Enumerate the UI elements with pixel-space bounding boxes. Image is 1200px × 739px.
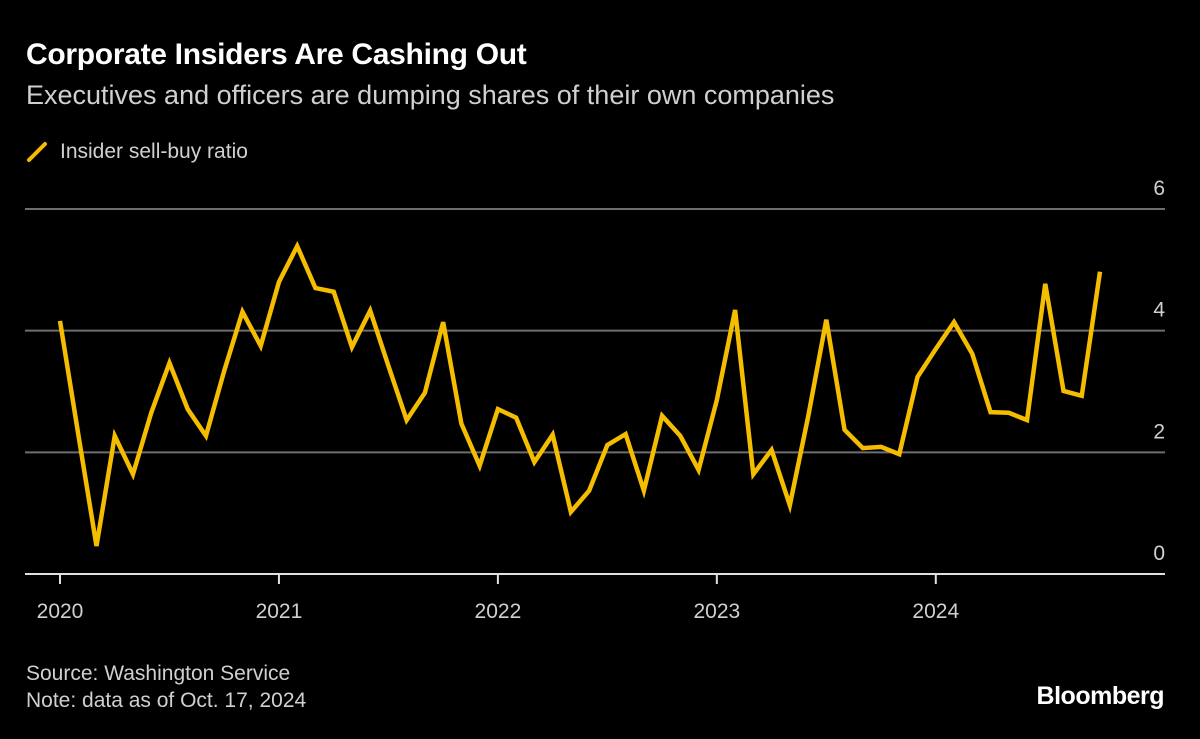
x-tick-label: 2022 [475,600,522,623]
legend-line-icon [27,142,47,162]
chart-subtitle: Executives and officers are dumping shar… [26,80,835,110]
data-note: Note: data as of Oct. 17, 2024 [26,689,307,712]
legend: Insider sell-buy ratio [26,140,248,164]
y-tick-label: 4 [1153,299,1165,322]
y-tick-label: 0 [1153,542,1165,565]
source-note: Source: Washington Service [26,662,291,685]
bloomberg-logo: Bloomberg [1036,682,1165,710]
footer: Source: Washington Service Note: data as… [26,660,306,714]
chart-title: Corporate Insiders Are Cashing Out [26,38,527,71]
x-tick-label: 2024 [912,600,959,623]
y-tick-label: 2 [1153,420,1165,443]
series-line-insider-sell-buy-ratio [57,240,1103,547]
x-tick-label: 2021 [256,600,303,623]
legend-label: Insider sell-buy ratio [60,140,248,163]
x-tick-label: 2020 [37,600,84,623]
y-tick-label: 6 [1153,177,1165,200]
x-tick-label: 2023 [693,600,740,623]
